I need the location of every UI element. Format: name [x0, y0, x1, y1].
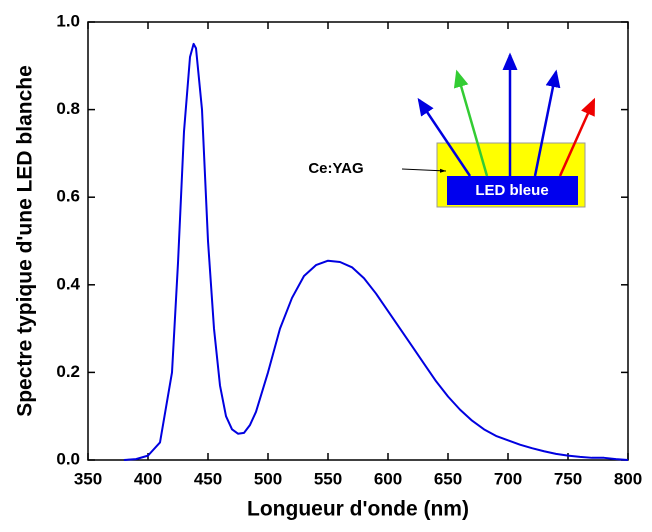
- inset-diagram: Ce:YAG LED bleue: [308, 52, 596, 208]
- led-chip: [447, 176, 578, 205]
- pointer: [401, 168, 447, 173]
- plot-frame: [87, 21, 629, 461]
- arrow: [533, 69, 561, 177]
- arrow: [558, 97, 596, 177]
- y-tick-label: 0.4: [56, 274, 80, 293]
- arrow: [453, 69, 489, 177]
- y-tick-label: 0.8: [56, 99, 80, 118]
- y-tick-label: 0.0: [56, 449, 80, 468]
- x-tick-label: 450: [194, 469, 222, 488]
- x-tick-label: 550: [314, 469, 342, 488]
- annotation: LED bleue: [475, 182, 548, 199]
- x-tick-label: 750: [554, 469, 582, 488]
- x-tick-label: 350: [74, 469, 102, 488]
- arrow: [417, 97, 472, 177]
- x-tick-label: 500: [254, 469, 282, 488]
- y-tick-label: 0.2: [56, 362, 80, 381]
- x-axis-label: Longueur d'onde (nm): [247, 498, 469, 521]
- x-tick-label: 650: [434, 469, 462, 488]
- annotation: Ce:YAG: [308, 160, 363, 177]
- y-tick-label: 0.6: [56, 187, 80, 206]
- x-tick-label: 400: [134, 469, 162, 488]
- x-tick-label: 700: [494, 469, 522, 488]
- x-tick-label: 600: [374, 469, 402, 488]
- spectrum-line: [123, 42, 629, 461]
- x-tick-label: 800: [614, 469, 642, 488]
- y-tick-label: 1.0: [56, 11, 80, 30]
- y-axis-label: Spectre typique d'une LED blanche: [14, 65, 37, 417]
